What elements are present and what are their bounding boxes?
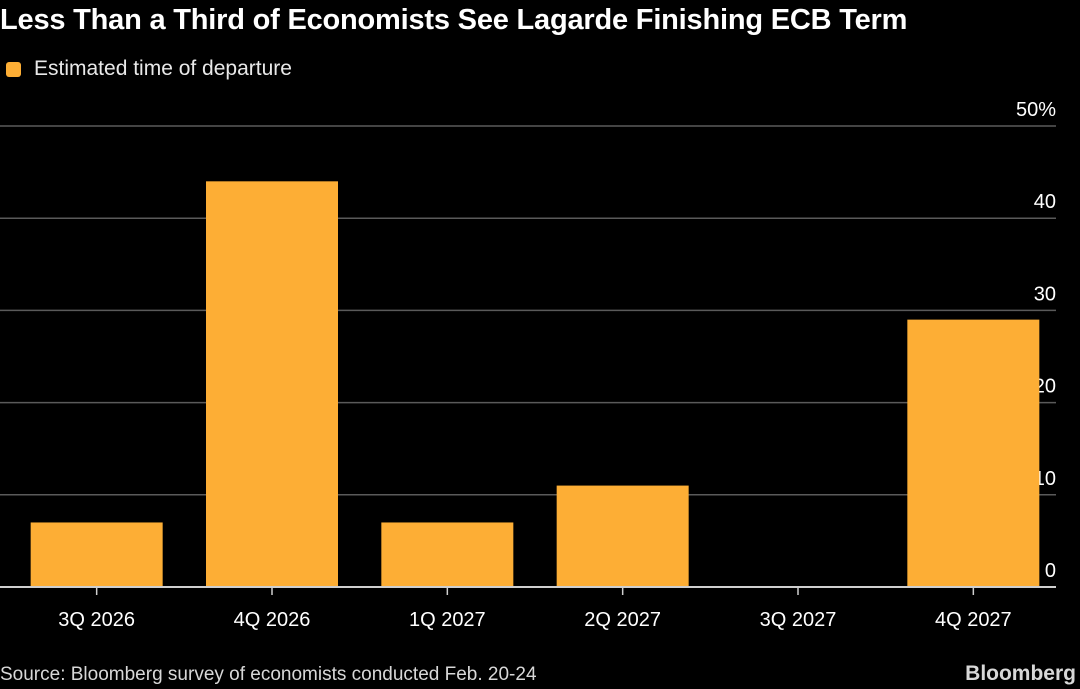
bar <box>381 522 514 587</box>
y-tick-label: 30 <box>1034 283 1056 305</box>
y-tick-label: 0 <box>1045 560 1056 582</box>
x-tick-label: 3Q 2026 <box>58 609 135 631</box>
x-tick-label: 4Q 2027 <box>935 609 1012 631</box>
chart-title: Less Than a Third of Economists See Laga… <box>0 4 908 36</box>
y-tick-label: 40 <box>1034 191 1056 213</box>
y-tick-label: 50% <box>1016 99 1056 121</box>
source-note: Source: Bloomberg survey of economists c… <box>0 664 537 685</box>
brand-logo: Bloomberg <box>965 662 1076 685</box>
x-tick-label: 1Q 2027 <box>409 609 486 631</box>
x-tick-label: 2Q 2027 <box>584 609 661 631</box>
x-tick-label: 3Q 2027 <box>760 609 837 631</box>
legend-label: Estimated time of departure <box>34 57 292 80</box>
bar <box>907 319 1040 587</box>
bar <box>556 485 689 587</box>
x-tick-label: 4Q 2026 <box>234 609 311 631</box>
legend: Estimated time of departure <box>6 56 292 82</box>
legend-swatch <box>6 61 21 77</box>
bar <box>30 522 163 587</box>
bar <box>206 181 338 587</box>
